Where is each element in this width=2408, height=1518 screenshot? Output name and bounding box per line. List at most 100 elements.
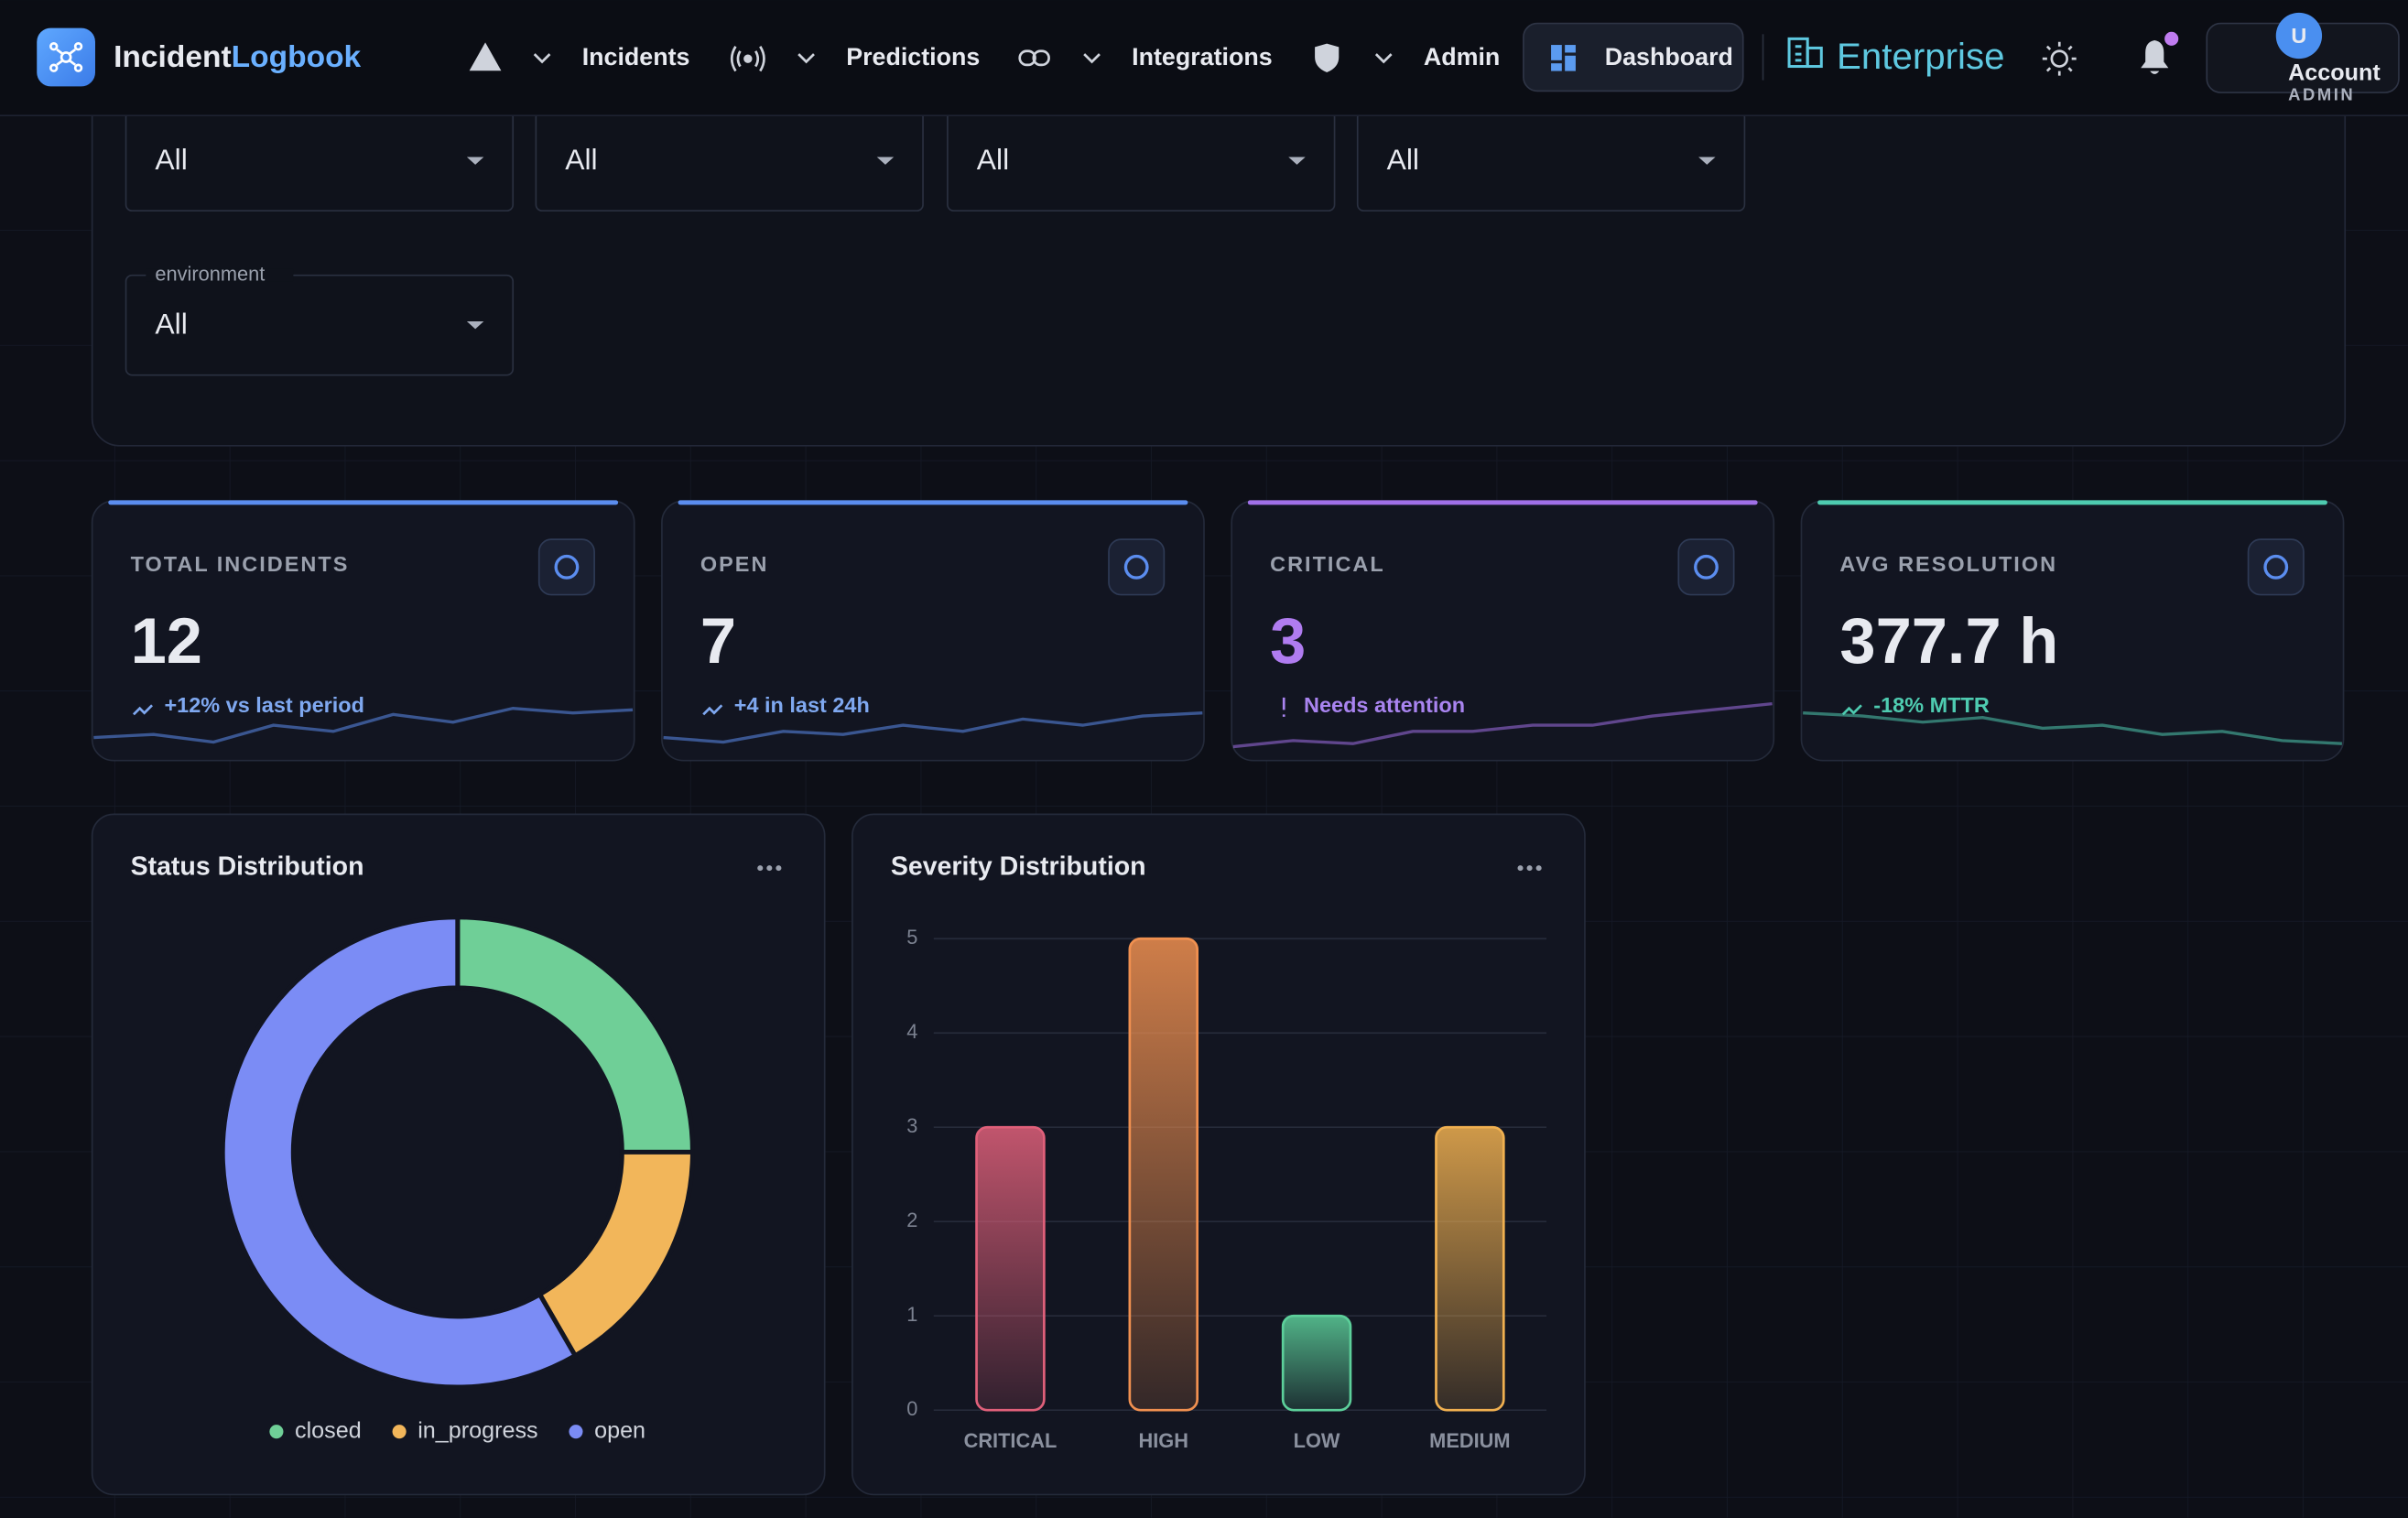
y-tick-label: 4 <box>906 1020 917 1043</box>
brand-b: Logbook <box>232 40 362 74</box>
y-tick-label: 3 <box>906 1114 917 1137</box>
y-tick-label: 0 <box>906 1397 917 1420</box>
menu-dots[interactable] <box>1517 865 1542 872</box>
kpi-icon-glyph <box>1694 554 1719 580</box>
y-tick-label: 1 <box>906 1303 917 1326</box>
kpi-icon <box>1108 538 1166 596</box>
bar[interactable] <box>1435 1125 1505 1412</box>
dashboard-icon <box>1551 45 1576 71</box>
legend-dot <box>392 1425 407 1439</box>
kpi-unit: h <box>2019 603 2058 676</box>
note-glyph <box>702 704 723 716</box>
kpi-value: 3 <box>1270 603 1306 676</box>
select-value: All <box>565 143 597 176</box>
kpi-icon-glyph <box>554 554 580 580</box>
avatar <box>2275 12 2323 60</box>
notification-dot <box>2164 31 2179 46</box>
kpi-label: CRITICAL <box>1270 552 1385 576</box>
legend-dot <box>269 1425 284 1439</box>
edition: Enterprise <box>1837 36 2004 77</box>
kpi-icon-glyph <box>1123 554 1149 580</box>
role-label: ADMIN <box>2288 84 2355 103</box>
nav-item[interactable]: Incidents <box>582 43 690 70</box>
nav-item[interactable]: Predictions <box>846 43 980 70</box>
kpi-number: 12 <box>131 603 202 676</box>
nav-icons <box>469 42 2242 73</box>
kpis: TOTAL INCIDENTS 12 +12% vs last period OPEN… <box>91 500 2345 762</box>
caret <box>1288 157 1306 165</box>
kpi-number: 3 <box>1270 603 1306 676</box>
avatar-letter: U <box>2291 24 2306 48</box>
select-value: All <box>1387 143 1419 176</box>
kpi-spacer <box>2001 603 2020 676</box>
caret <box>1698 157 1716 165</box>
filters: All All All All All environment <box>125 110 1746 376</box>
bar[interactable] <box>1128 937 1199 1412</box>
y-tick-label: 2 <box>906 1209 917 1231</box>
sparkline <box>1232 701 1773 749</box>
x-tick-label: LOW <box>1294 1429 1340 1452</box>
bar[interactable] <box>975 1125 1046 1412</box>
brand-a: Incident <box>114 40 232 74</box>
kpi-label: AVG RESOLUTION <box>1839 552 2057 576</box>
bell[interactable] <box>2141 40 2169 74</box>
logo-icon <box>49 42 83 72</box>
x-tick-label: MEDIUM <box>1429 1429 1510 1452</box>
chart-title: Status Distribution <box>131 852 364 882</box>
select[interactable] <box>125 274 515 376</box>
kpi-icon <box>2247 538 2305 596</box>
caret <box>466 157 484 165</box>
kpi-number: 7 <box>700 603 736 676</box>
x-tick-label: HIGH <box>1139 1429 1189 1452</box>
dashboard-button[interactable] <box>1523 22 1744 92</box>
brand[interactable]: IncidentLogbook <box>114 40 361 74</box>
kpi-note: -18% MTTR <box>1873 693 1990 717</box>
dashboard-label: Dashboard <box>1605 43 1733 70</box>
select-value: All <box>977 143 1009 176</box>
navbar <box>0 0 2408 116</box>
note-glyph <box>1841 704 1862 716</box>
kpi-note: Needs attention <box>1304 693 1465 717</box>
nav-item[interactable]: Admin <box>1424 43 1500 70</box>
legend-label[interactable]: closed <box>295 1417 362 1443</box>
kpi-label: TOTAL INCIDENTS <box>131 552 350 576</box>
sparkline <box>663 711 1203 744</box>
kpi-icon <box>1677 538 1735 596</box>
kpi-icon <box>537 538 595 596</box>
kpi-value: 7 <box>700 603 736 676</box>
sparkline <box>93 706 634 744</box>
legend-gap <box>146 268 294 282</box>
menu-dots[interactable] <box>757 865 782 872</box>
status-card <box>91 813 826 1496</box>
enterprise-icon <box>1787 37 1823 69</box>
legend-dot <box>569 1425 583 1439</box>
kpi-note: +12% vs last period <box>164 693 363 717</box>
donut-slice[interactable] <box>455 915 695 1155</box>
kpi-icon-glyph <box>2263 554 2289 580</box>
nav-item[interactable]: Integrations <box>1132 43 1273 70</box>
select-label: environment <box>155 262 265 285</box>
kpi-value: 12 <box>131 603 202 676</box>
logo[interactable] <box>37 27 95 87</box>
legend-label[interactable]: in_progress <box>418 1417 537 1443</box>
sparkline <box>1803 711 2342 745</box>
kpi-note: +4 in last 24h <box>734 693 870 717</box>
select-value: All <box>155 307 187 340</box>
x-tick-label: CRITICAL <box>964 1429 1058 1452</box>
y-tick-label: 5 <box>906 926 917 949</box>
legend-label[interactable]: open <box>594 1417 645 1443</box>
kpi-label: OPEN <box>700 552 769 576</box>
caret <box>876 157 895 165</box>
note-glyph <box>132 704 154 716</box>
caret <box>466 320 484 330</box>
donut-slice[interactable] <box>220 915 579 1390</box>
account-label: Account <box>2288 60 2381 86</box>
select-value: All <box>155 143 187 176</box>
kpi-value: 377.7 h <box>1839 603 2058 676</box>
theme-toggle[interactable] <box>2042 41 2077 76</box>
bar[interactable] <box>1281 1314 1352 1412</box>
chart-title: Severity Distribution <box>891 852 1146 882</box>
kpi-number: 377.7 <box>1839 603 2001 676</box>
